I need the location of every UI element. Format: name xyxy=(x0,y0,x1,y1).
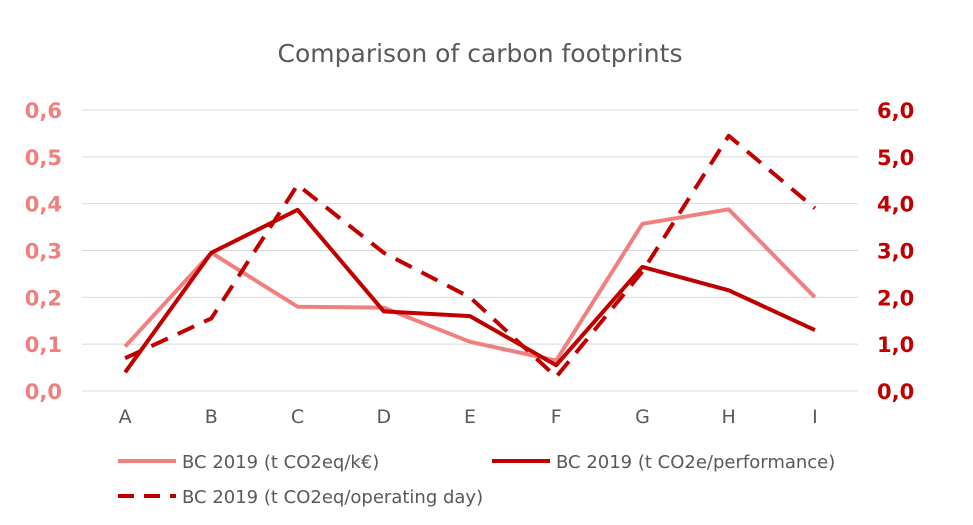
left-tick-label: 0,3 xyxy=(25,240,62,264)
left-axis-ticks: 0,0 0,1 0,2 0,3 0,4 0,5 0,6 xyxy=(25,99,62,404)
legend: BC 2019 (t CO2eq/k€) BC 2019 (t CO2e/perf… xyxy=(118,452,835,508)
left-tick-label: 0,4 xyxy=(25,193,62,217)
legend-label: BC 2019 (t CO2e/performance) xyxy=(556,452,835,473)
legend-label: BC 2019 (t CO2eq/operating day) xyxy=(182,487,483,508)
right-tick-label: 4,0 xyxy=(877,193,914,217)
left-tick-label: 0,0 xyxy=(25,380,62,404)
x-tick-label: A xyxy=(119,406,132,428)
x-tick-label: D xyxy=(376,406,391,428)
right-tick-label: 6,0 xyxy=(877,99,914,123)
x-tick-label: C xyxy=(291,406,304,428)
x-tick-label: B xyxy=(205,406,218,428)
gridlines xyxy=(82,109,858,392)
left-tick-label: 0,6 xyxy=(25,99,62,123)
left-tick-label: 0,5 xyxy=(25,146,62,170)
x-tick-label: E xyxy=(464,406,476,428)
x-axis-ticks: A B C D E F G H I xyxy=(119,406,818,428)
right-tick-label: 1,0 xyxy=(877,333,914,357)
left-tick-label: 0,2 xyxy=(25,286,62,310)
series-lines xyxy=(123,133,817,379)
right-tick-label: 3,0 xyxy=(877,240,914,264)
series-line-3 xyxy=(124,133,817,379)
right-tick-label: 2,0 xyxy=(877,286,914,310)
right-axis-ticks: 0,0 1,0 2,0 3,0 4,0 5,0 6,0 xyxy=(877,99,914,404)
right-tick-label: 0,0 xyxy=(877,380,914,404)
x-tick-label: F xyxy=(551,406,562,428)
legend-label: BC 2019 (t CO2eq/k€) xyxy=(182,452,379,473)
left-tick-label: 0,1 xyxy=(25,333,62,357)
chart-title: Comparison of carbon footprints xyxy=(278,39,683,68)
right-tick-label: 5,0 xyxy=(877,146,914,170)
series-line-2 xyxy=(123,207,816,374)
x-tick-label: G xyxy=(635,406,650,428)
x-tick-label: I xyxy=(812,406,818,428)
x-tick-label: H xyxy=(722,406,736,428)
